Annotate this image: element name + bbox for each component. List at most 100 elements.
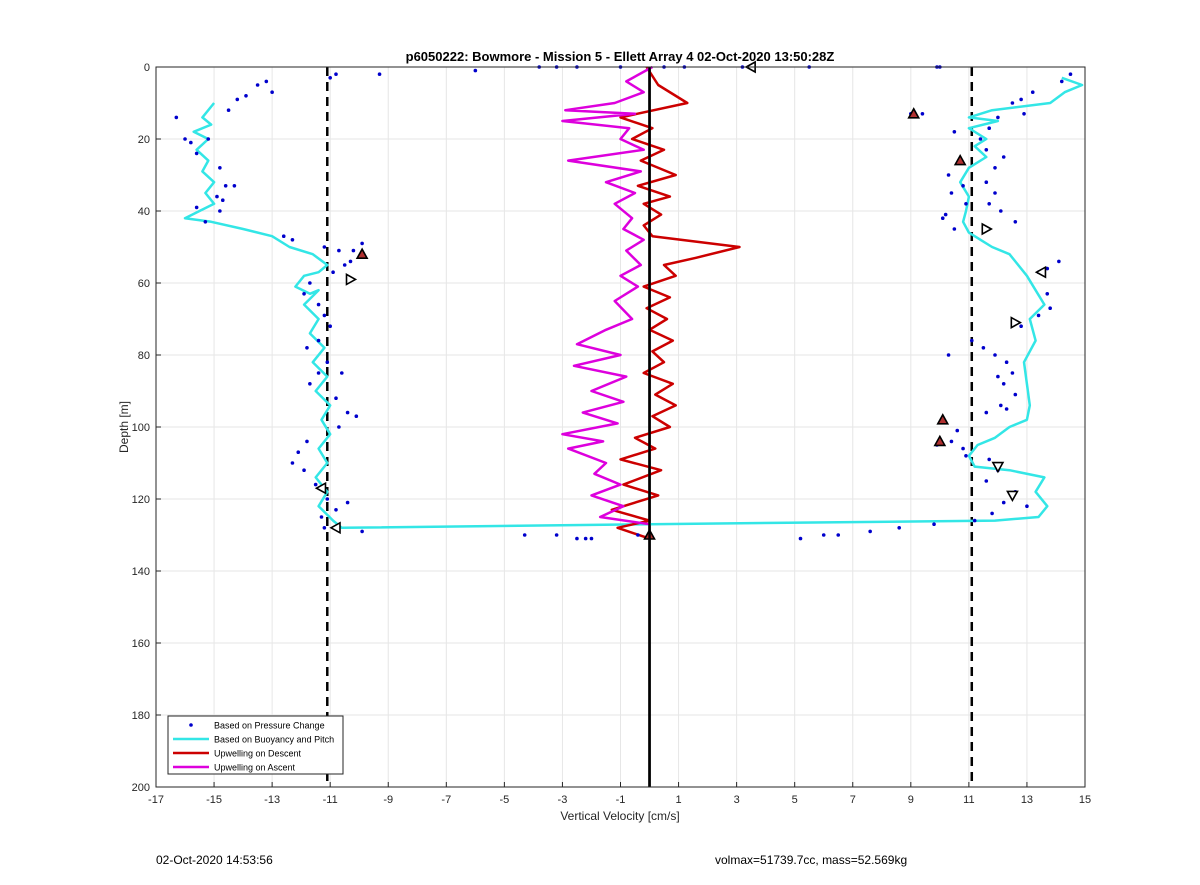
pressure-change-point — [1059, 79, 1064, 84]
pressure-change-point — [302, 468, 306, 473]
series-line-3 — [561, 65, 654, 526]
pressure-change-point — [987, 202, 991, 206]
pressure-change-point — [920, 112, 925, 116]
pressure-change-point — [290, 238, 295, 242]
y-tick-labels: 0 20 40 60 80 100 120 140 160 180 200 — [132, 62, 150, 794]
x-tick-label: -3 — [558, 794, 568, 806]
y-tick-label: 100 — [132, 422, 150, 434]
pressure-change-point — [952, 227, 957, 231]
x-tick-label: 1 — [676, 794, 682, 806]
marker-triangle — [355, 247, 369, 259]
pressure-change-point — [955, 428, 960, 433]
pressure-change-point — [351, 248, 356, 253]
pressure-change-point — [255, 83, 260, 87]
pressure-change-point — [334, 508, 338, 512]
pressure-change-point — [1019, 324, 1023, 329]
pressure-change-point — [996, 115, 1000, 120]
marker-triangle — [953, 153, 967, 166]
pressure-change-point — [993, 353, 997, 357]
pressure-change-point — [360, 241, 364, 246]
pressure-change-point — [589, 536, 594, 541]
pressure-change-point — [218, 209, 222, 213]
pressure-change-point — [223, 184, 228, 188]
x-axis-label: Vertical Velocity [cm/s] — [560, 809, 679, 823]
x-tick-label: 9 — [908, 794, 914, 806]
pressure-change-point — [946, 353, 951, 357]
pressure-change-point — [1013, 220, 1018, 224]
pressure-change-point — [325, 360, 330, 365]
pressure-change-point — [206, 137, 211, 141]
y-tick-label: 20 — [138, 134, 150, 146]
pressure-change-point — [636, 533, 640, 537]
pressure-change-point — [322, 245, 327, 249]
pressure-change-point — [322, 526, 327, 530]
x-tick-label: -17 — [148, 794, 164, 806]
plot-frame — [155, 66, 1086, 788]
y-tick-label: 120 — [132, 494, 150, 506]
pressure-change-point — [1019, 97, 1023, 102]
footer-volmax-mass: volmax=51739.7cc, mass=52.569kg — [715, 853, 908, 867]
series-layer — [174, 60, 1084, 787]
pressure-change-point — [296, 450, 301, 455]
pressure-change-point — [1057, 259, 1061, 264]
x-tick-label: -5 — [499, 794, 509, 806]
pressure-change-point — [981, 346, 986, 350]
pressure-change-point — [345, 500, 350, 505]
pressure-change-point — [1010, 101, 1015, 105]
pressure-change-point — [575, 536, 579, 541]
pressure-change-point — [325, 497, 330, 501]
y-tick-label: 0 — [144, 62, 150, 74]
pressure-change-point — [290, 461, 295, 465]
pressure-change-point — [836, 533, 841, 537]
pressure-change-point — [868, 529, 872, 534]
y-tick-label: 40 — [138, 206, 150, 218]
pressure-change-point — [337, 425, 341, 429]
pressure-change-point — [316, 338, 321, 343]
legend-label: Based on Buoyancy and Pitch — [214, 735, 334, 745]
pressure-change-point — [1001, 382, 1006, 386]
x-tick-label: 11 — [963, 794, 974, 806]
pressure-change-point — [194, 151, 199, 156]
pressure-change-point — [984, 479, 989, 483]
legend-box — [167, 715, 344, 775]
pressure-change-point — [337, 248, 341, 253]
y-tick-label: 180 — [132, 710, 150, 722]
pressure-change-point — [264, 79, 269, 84]
marker-triangle — [933, 434, 947, 447]
pressure-change-point — [313, 482, 318, 487]
marker-triangle — [314, 481, 327, 495]
pressure-change-point — [189, 140, 193, 145]
legend-swatch-dot — [189, 723, 193, 727]
grid-lines — [155, 66, 1086, 788]
pressure-change-point — [964, 202, 968, 206]
pressure-change-point — [946, 173, 951, 177]
pressure-change-point — [340, 371, 344, 375]
pressure-change-point — [316, 371, 321, 375]
pressure-change-point — [220, 198, 225, 202]
x-tick-label: -15 — [206, 794, 222, 806]
pressure-change-point — [1068, 72, 1073, 76]
marker-triangle — [991, 461, 1005, 474]
pressure-change-point — [996, 374, 1000, 379]
pressure-change-point — [1045, 266, 1050, 271]
pressure-change-point — [328, 324, 332, 329]
pressure-change-point — [319, 515, 324, 519]
pressure-change-point — [964, 454, 968, 458]
pressure-change-point — [334, 396, 338, 401]
pressure-change-point — [183, 137, 187, 141]
pressure-change-point — [203, 220, 208, 224]
pressure-change-point — [232, 184, 237, 188]
marker-triangle — [1034, 265, 1047, 279]
pressure-change-point — [522, 533, 527, 537]
pressure-change-point — [952, 130, 957, 134]
pressure-change-point — [334, 72, 338, 76]
pressure-change-point — [961, 446, 965, 451]
x-tick-label: 15 — [1079, 794, 1091, 806]
pressure-change-point — [360, 529, 364, 534]
pressure-change-point — [1004, 407, 1009, 411]
pressure-change-point — [345, 410, 350, 415]
pressure-change-point — [270, 90, 274, 94]
pressure-change-point — [302, 292, 306, 296]
pressure-change-point — [331, 270, 335, 275]
